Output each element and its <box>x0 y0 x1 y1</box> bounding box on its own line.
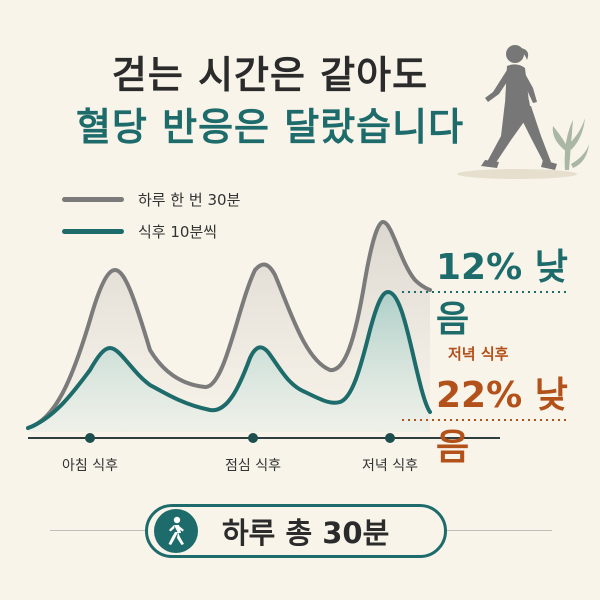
legend-item-gray: 하루 한 번 30분 <box>62 186 240 212</box>
gray-series-reduction-value: 12% 낮음 <box>436 247 568 340</box>
daily-total-text: 하루 총 30분 <box>222 516 390 550</box>
series-teal-area <box>28 292 430 432</box>
footer-divider-left <box>50 530 145 531</box>
x-tick-morning <box>85 433 95 443</box>
teal-series-reduction-label: 저녁 식후 <box>448 345 509 363</box>
leaf-plant-icon <box>552 118 589 170</box>
x-tick-label-morning: 아침 식후 <box>62 458 118 474</box>
legend-swatch-gray <box>62 196 124 202</box>
x-tick-label-dinner: 저녁 식후 <box>362 458 418 474</box>
legend-item-teal: 식후 10분씩 <box>62 218 240 244</box>
series-teal-line <box>26 289 432 430</box>
legend-label-teal: 식후 10분씩 <box>138 222 218 241</box>
title-line-2: 혈당 반응은 달랐습니다 <box>75 105 465 149</box>
x-tick-dinner <box>385 433 395 443</box>
series-gray-line <box>26 219 432 430</box>
legend-swatch-teal <box>62 228 124 234</box>
footer-divider-right <box>447 530 552 531</box>
daily-total-pill: 하루 총 30분 <box>145 504 447 558</box>
walking-woman-illustration <box>457 45 589 179</box>
teal-series-reduction-value: 22% 낮음 <box>436 375 568 468</box>
walking-person-icon <box>154 509 198 553</box>
title-line-1: 걷는 시간은 같아도 <box>111 53 429 97</box>
legend-label-gray: 하루 한 번 30분 <box>138 190 241 209</box>
x-tick-lunch <box>248 433 258 443</box>
legend: 하루 한 번 30분 식후 10분씩 <box>62 186 240 250</box>
x-tick-label-lunch: 점심 식후 <box>225 458 281 474</box>
